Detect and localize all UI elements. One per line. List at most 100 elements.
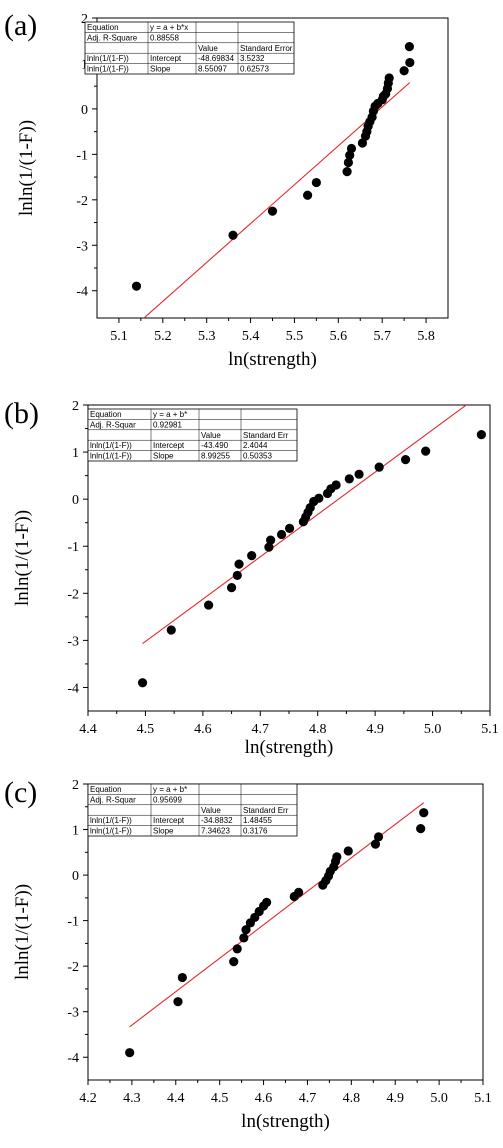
panel-label: (a) [4, 9, 37, 42]
data-point [314, 493, 324, 503]
x-tick-label: 4.9 [386, 1091, 404, 1106]
x-tick-label: 4.5 [137, 722, 155, 737]
data-point [177, 972, 187, 983]
table-cell: Equation [90, 785, 122, 794]
table-cell: y = a + b* [153, 785, 187, 794]
table-cell: y = a + b* [153, 410, 187, 419]
data-point [370, 839, 381, 849]
table-cell: y = a + b*x [150, 23, 188, 32]
table-cell: Adj. R-Squar [90, 795, 136, 804]
chart-a-svg: (a) 5.1 5.2 5.3 5.4 5.5 5.6 5.7 5.8 -4 -3 -2 -1 0 1 2 ln… [4, 9, 449, 370]
table-cell: lnln(1/(1-F)) [90, 441, 132, 450]
table-frame [84, 21, 295, 75]
y-tick-label: 2 [72, 778, 79, 793]
table-cell: lnln(1/(1-F)) [87, 65, 129, 74]
x-tick-label: 4.7 [252, 722, 270, 737]
data-point [232, 570, 242, 581]
table-cell: Standard Err [243, 806, 289, 815]
table-cell: 8.99255 [201, 452, 230, 461]
data-point [374, 462, 384, 472]
y-tick-label: -3 [67, 1006, 79, 1021]
x-tick-label: 5.1 [474, 1091, 492, 1106]
table-cell: Slope [153, 827, 174, 836]
chart-panel-a: (a) 5.1 5.2 5.3 5.4 5.5 5.6 5.7 5.8 -4 -3 -2 -1 0 1 2 ln… [0, 0, 503, 381]
x-tick-label: 4.4 [79, 722, 97, 737]
chart-c-svg: (c) 4.2 4.3 4.4 4.5 4.6 4.7 4.8 4.9 5.0 5.1 -4 -3 -2 -… [4, 776, 492, 1132]
data-point [400, 455, 411, 465]
x-tick-label: 4.5 [211, 1091, 229, 1106]
x-tick-label: 5.2 [154, 329, 172, 344]
data-point [228, 230, 238, 240]
table-cell: 0.95699 [153, 795, 182, 804]
y-tick-label: 1 [72, 446, 79, 461]
data-point [405, 57, 415, 68]
table-cell: lnln(1/(1-F)) [90, 452, 132, 461]
data-point [416, 824, 426, 834]
table-cell: Intercept [150, 54, 182, 63]
y-tick-label: -2 [76, 194, 88, 209]
x-tick-label: 5.4 [242, 329, 260, 344]
y-tick-label: 0 [72, 493, 79, 508]
table-cell: 0.3176 [243, 827, 268, 836]
y-axis-label: lnln(1/(1-F)) [16, 120, 37, 216]
data-point [247, 551, 257, 561]
chart-panel-c: (c) 4.2 4.3 4.4 4.5 4.6 4.7 4.8 4.9 5.0 5.1 -4 -3 -2 -… [0, 762, 503, 1143]
data-point [404, 42, 414, 52]
table-cell: Intercept [153, 441, 185, 450]
table-cell: Slope [153, 452, 174, 461]
fit-line [142, 405, 468, 645]
y-tick-label: 0 [81, 103, 88, 118]
data-point [264, 542, 274, 552]
x-tick-label: 4.4 [167, 1091, 185, 1106]
x-tick-label: 4.9 [366, 722, 384, 737]
x-tick-label: 5.0 [430, 1091, 448, 1106]
table-cell: lnln(1/(1-F)) [90, 827, 132, 836]
x-tick-label: 5.8 [417, 329, 435, 344]
y-axis-label: lnln(1/(1-F)) [12, 510, 33, 606]
table-cell: 7.34623 [201, 827, 230, 836]
table-cell: -48.69834 [198, 54, 235, 63]
x-tick-label: 5.5 [286, 329, 304, 344]
panel-label: (c) [4, 776, 37, 809]
data-point [384, 73, 394, 83]
table-cell: 0.62573 [240, 65, 269, 74]
table-cell: Equation [87, 23, 119, 32]
x-tick-label: 5.1 [481, 722, 499, 737]
data-point [419, 808, 429, 818]
table-cell: 1.48455 [243, 816, 272, 825]
y-tick-label: -4 [67, 681, 79, 696]
x-axis-label: ln(strength) [241, 1111, 330, 1132]
data-point [266, 535, 276, 545]
y-tick-label: -3 [67, 634, 79, 649]
y-tick-label: -1 [67, 915, 79, 930]
data-point [476, 430, 486, 440]
data-point [229, 957, 239, 967]
x-axis-label: ln(strength) [245, 737, 334, 758]
fit-stats-table: Equation y = a + b*x Adj. R-Square 0.88558 V… [84, 21, 295, 75]
x-tick-label: 4.3 [123, 1091, 141, 1106]
table-cell: Value [201, 431, 221, 440]
data-point [204, 600, 214, 610]
panel-label: (b) [4, 397, 39, 430]
table-cell: lnln(1/(1-F)) [87, 54, 129, 63]
data-point [125, 1048, 135, 1058]
x-axis-label: ln(strength) [228, 349, 317, 370]
x-tick-label: 4.8 [309, 722, 327, 737]
y-tick-label: 0 [72, 869, 79, 884]
data-point [344, 474, 354, 484]
data-point [373, 832, 384, 842]
table-cell: Adj. R-Square [87, 33, 138, 42]
table-cell: 0.88558 [150, 33, 179, 42]
fit-line [143, 82, 411, 318]
data-point [173, 997, 183, 1007]
data-point [137, 678, 148, 688]
data-point [262, 897, 272, 907]
y-tick-label: -4 [67, 1051, 79, 1066]
data-point [276, 529, 287, 540]
table-cell: 0.92981 [153, 420, 182, 429]
y-tick-label: -2 [67, 960, 79, 975]
x-tick-label: 4.7 [299, 1091, 317, 1106]
x-tick-label: 5.3 [198, 329, 216, 344]
y-tick-label: 1 [72, 824, 79, 839]
table-cell: -43.490 [201, 441, 229, 450]
